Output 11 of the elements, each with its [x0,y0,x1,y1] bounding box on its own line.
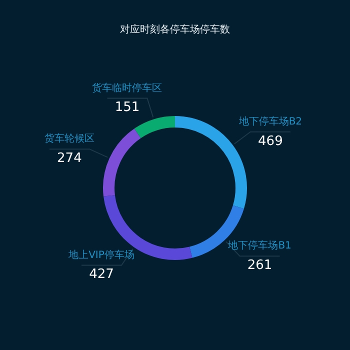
data-label: 427 [89,267,114,282]
data-label: 151 [114,100,140,116]
slice-label: 地上VIP停车场 [68,248,134,261]
slice-label: 货车轮候区 [44,132,94,145]
slice-label: 货车临时停车区 [92,82,162,94]
slice-label: 地下停车场B2 [238,116,302,128]
data-label: 274 [57,150,82,166]
data-label: 469 [258,134,283,149]
slice-label: 地下停车场B1 [227,240,292,252]
data-label: 261 [247,258,272,273]
chart-title: 对应时刻各停车场停车数 [120,24,230,36]
